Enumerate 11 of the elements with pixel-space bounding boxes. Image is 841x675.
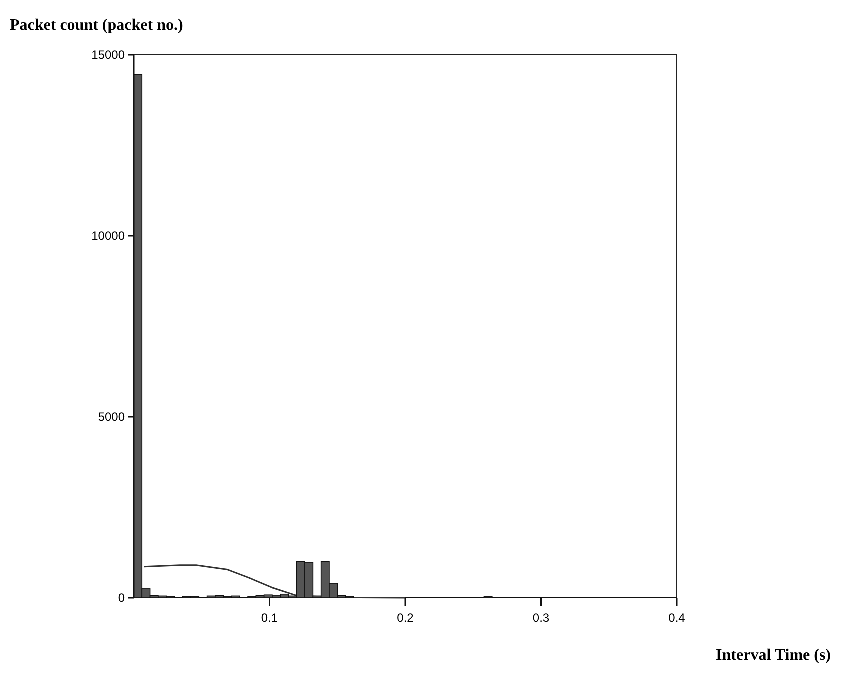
- x-tick-label: 0.3: [532, 611, 550, 625]
- y-tick-label: 15000: [92, 48, 126, 62]
- y-axis-title: Packet count (packet no.): [10, 17, 184, 34]
- x-tick-label: 0.1: [261, 611, 278, 625]
- x-tick-label: 0.4: [668, 611, 686, 625]
- x-axis-title: Interval Time (s): [716, 647, 831, 664]
- line-series: [143, 564, 406, 599]
- y-tick-label: 5000: [98, 410, 126, 424]
- y-tick-label: 10000: [92, 229, 126, 244]
- x-tick-label: 0.2: [397, 611, 414, 625]
- y-tick-label: 0: [118, 591, 126, 606]
